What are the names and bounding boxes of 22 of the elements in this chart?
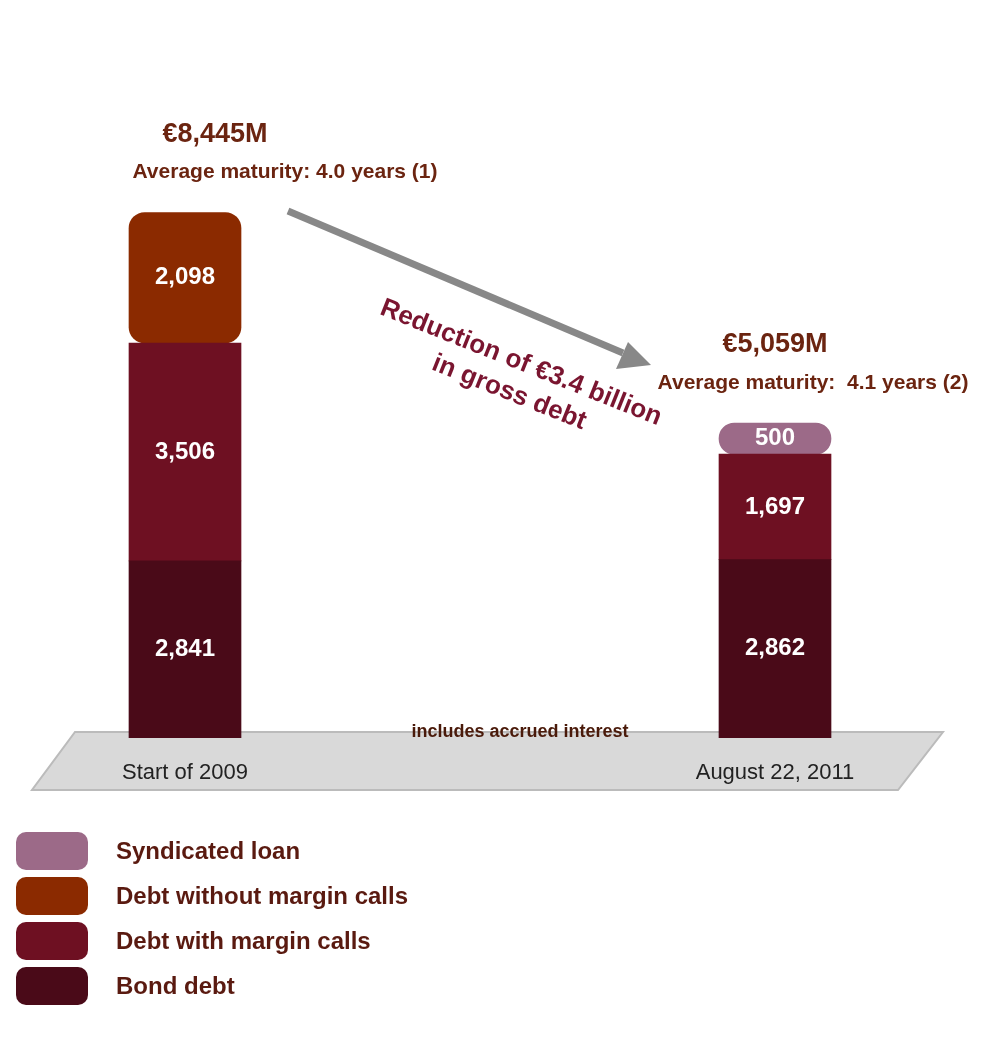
legend-label: Bond debt — [116, 971, 235, 1000]
bar — [128, 560, 242, 738]
data-label: 2,862 — [744, 633, 806, 661]
annotation: includes accrued interest — [411, 720, 629, 741]
text: Average maturity: 4.0 years (1) — [132, 159, 438, 183]
bar — [718, 559, 832, 738]
bar — [128, 342, 242, 562]
legend-label: Debt without margin calls — [116, 881, 409, 910]
x-tick-label: August 22, 2011 — [695, 758, 855, 784]
bar — [718, 453, 832, 560]
legend-label: Debt with margin calls — [116, 926, 371, 955]
annotation: Average maturity: 4.1 years (2) — [657, 369, 969, 393]
data-label: 1,697 — [744, 491, 806, 519]
bar — [128, 212, 242, 344]
total-label: €5,059M — [722, 328, 828, 359]
total-label: €8,445M — [162, 117, 268, 148]
x-tick-label: Start of 2009 — [122, 758, 248, 784]
legend-label: Syndicated loan — [116, 836, 301, 865]
data-label: 2,841 — [154, 633, 216, 661]
data-label: 3,506 — [154, 436, 216, 464]
data-label: 500 — [754, 423, 796, 451]
data-label: 2,098 — [154, 262, 216, 290]
